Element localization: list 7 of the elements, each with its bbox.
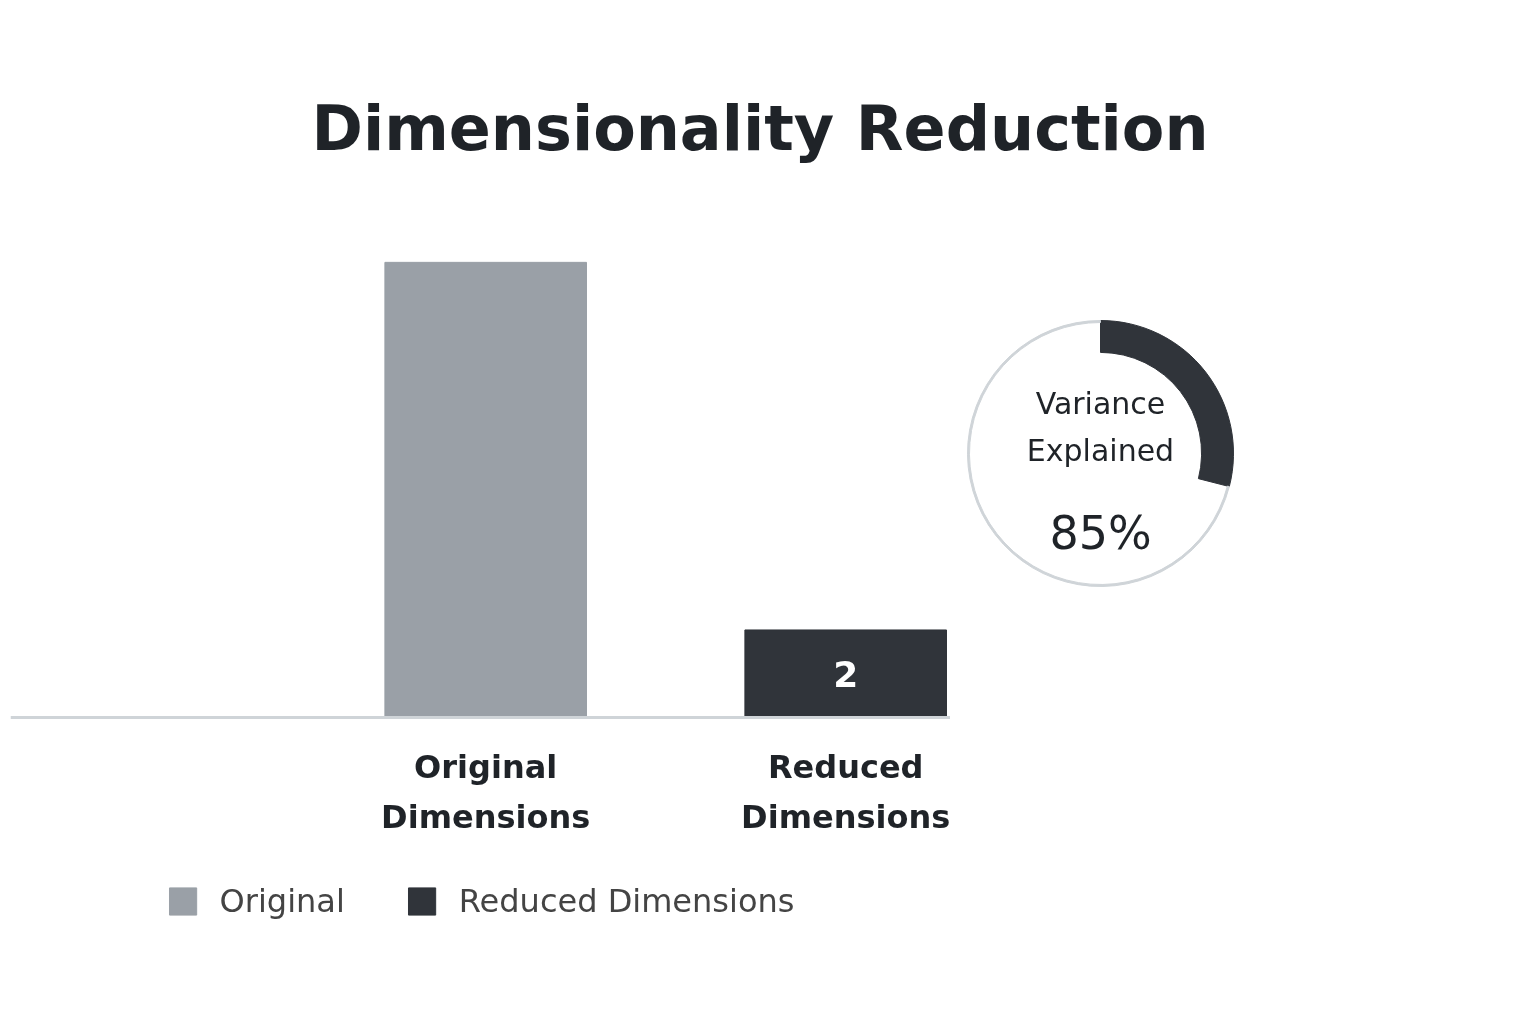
legend-label: Original xyxy=(219,882,345,920)
text: Variance Explained xyxy=(1026,385,1175,469)
text: 85% xyxy=(1049,506,1152,561)
chart-title: Dimensionality Reduction xyxy=(311,91,1209,167)
x-tick-label: Original Dimensions xyxy=(381,748,591,836)
data-label: 2 xyxy=(833,653,859,695)
legend-label: Reduced Dimensions xyxy=(458,882,795,920)
